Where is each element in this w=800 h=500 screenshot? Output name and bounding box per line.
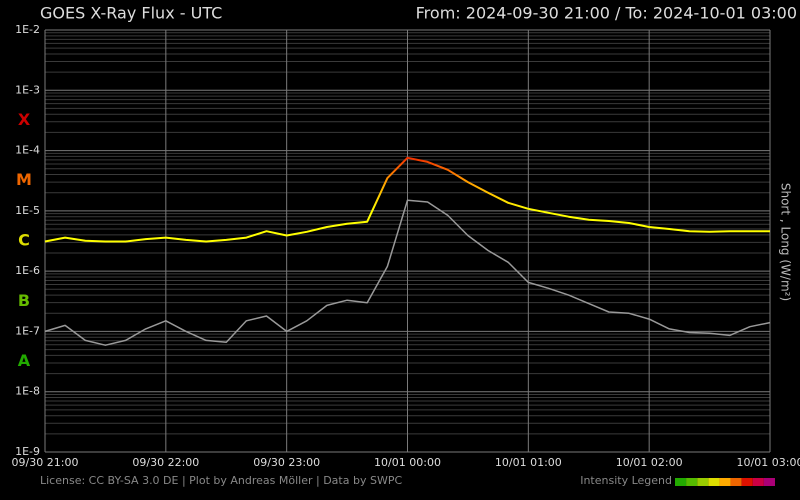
series-line (44, 199, 771, 346)
x-tick-label: 10/01 00:00 (374, 456, 441, 469)
class-label: A (18, 351, 31, 370)
legend-swatch (741, 478, 753, 486)
x-tick-label: 10/01 03:00 (737, 456, 800, 469)
class-label: B (18, 291, 30, 310)
legend-swatch (730, 478, 742, 486)
series-line (44, 156, 770, 243)
class-label: X (18, 110, 31, 129)
y-tick-label: 1E-8 (15, 385, 40, 398)
y-tick-label: 1E-4 (15, 144, 40, 157)
class-label: M (16, 170, 32, 189)
y-tick-label: 1E-3 (15, 83, 40, 96)
class-label: C (18, 231, 30, 250)
legend-swatch (708, 478, 720, 486)
legend-swatch (719, 478, 731, 486)
x-tick-label: 09/30 23:00 (253, 456, 320, 469)
y-tick-label: 1E-2 (15, 23, 40, 36)
y-tick-label: 1E-7 (15, 324, 40, 337)
y-tick-label: 1E-5 (15, 204, 40, 217)
legend-title: Intensity Legend (580, 474, 672, 487)
y-axis-label: Short , Long (W/m²) (779, 183, 793, 301)
legend-swatch (752, 478, 764, 486)
y-tick-label: 1E-6 (15, 264, 40, 277)
x-tick-label: 10/01 02:00 (616, 456, 683, 469)
y-tick-label: 1E-9 (15, 445, 40, 458)
chart-title: GOES X-Ray Flux - UTC (40, 4, 222, 23)
legend-swatch (697, 478, 709, 486)
x-tick-label: 09/30 22:00 (132, 456, 199, 469)
footer: License: CC BY-SA 3.0 DE | Plot by Andre… (40, 474, 402, 487)
x-tick-label: 10/01 01:00 (495, 456, 562, 469)
chart-subtitle: From: 2024-09-30 21:00 / To: 2024-10-01 … (416, 4, 797, 23)
legend-swatch (763, 478, 775, 486)
x-tick-label: 09/30 21:00 (12, 456, 79, 469)
legend-swatch (675, 478, 687, 486)
legend-swatch (686, 478, 698, 486)
